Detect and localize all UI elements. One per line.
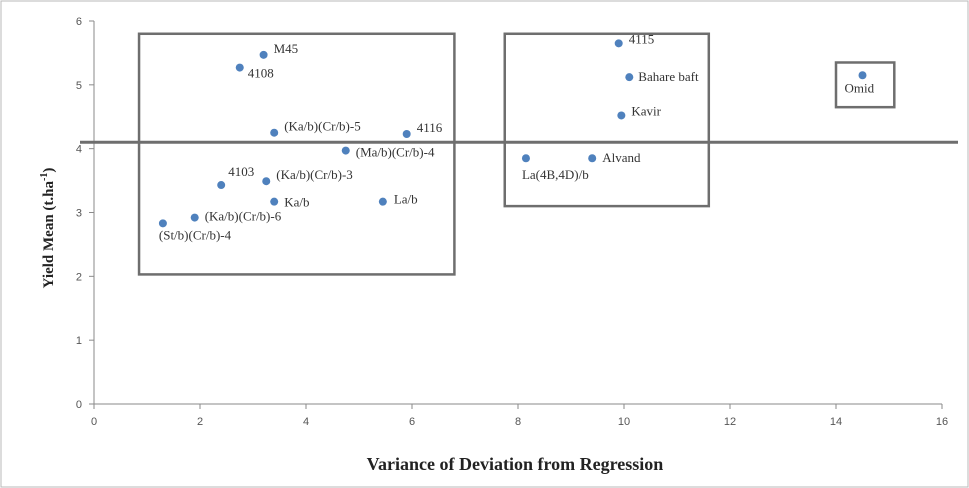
point-label: (St/b)(Cr/b)-4 (159, 227, 232, 242)
x-tick-label: 16 (936, 416, 948, 428)
group-box (834, 61, 896, 109)
data-point (521, 154, 530, 163)
data-point (588, 154, 597, 163)
x-tick-label: 2 (197, 416, 203, 428)
data-point (259, 50, 268, 59)
data-point (341, 146, 350, 155)
data-point (402, 129, 411, 138)
data-point (625, 73, 634, 82)
x-tick-label: 0 (91, 416, 97, 428)
point-label: Omid (845, 80, 875, 95)
point-label: La/b (394, 192, 418, 207)
x-tick-label: 4 (303, 416, 309, 428)
y-axis-title: Yield Mean (t.ha-1) (39, 168, 57, 289)
data-point (270, 197, 279, 206)
y-tick-label: 0 (76, 399, 82, 411)
point-label: Ka/b (284, 195, 309, 210)
point-label: La(4B,4D)/b (522, 167, 589, 182)
point-label: 4108 (248, 66, 274, 81)
point-label: (Ka/b)(Cr/b)-3 (276, 167, 353, 182)
point-label: Kavir (631, 103, 661, 118)
group-box (503, 32, 711, 208)
data-point (614, 39, 623, 48)
x-tick-label: 8 (515, 416, 521, 428)
data-point (190, 213, 199, 222)
data-point (158, 219, 167, 228)
x-tick-label: 12 (724, 416, 736, 428)
y-tick-label: 4 (76, 144, 82, 156)
x-axis-title: Variance of Deviation from Regression (367, 454, 664, 474)
point-label: (Ka/b)(Cr/b)-5 (284, 119, 361, 134)
data-point (262, 177, 271, 186)
data-point (617, 111, 626, 120)
data-point (235, 63, 244, 72)
y-tick-label: 1 (76, 335, 82, 347)
x-tick-label: 14 (830, 416, 842, 428)
y-tick-label: 3 (76, 208, 82, 220)
point-label: (Ka/b)(Cr/b)-6 (205, 209, 282, 224)
data-point (270, 128, 279, 137)
point-label: M45 (274, 41, 299, 56)
group-box (137, 32, 456, 276)
x-tick-label: 10 (618, 416, 630, 428)
y-tick-label: 6 (76, 16, 82, 28)
point-label: 4115 (629, 31, 655, 46)
point-label: 4116 (417, 120, 443, 135)
point-label: 4103 (228, 164, 254, 179)
y-tick-label: 2 (76, 271, 82, 283)
x-tick-label: 6 (409, 416, 415, 428)
point-label: (Ma/b)(Cr/b)-4 (356, 145, 435, 160)
point-label: Bahare baft (638, 69, 699, 84)
point-label: Alvand (602, 150, 641, 165)
data-point (858, 71, 867, 80)
data-point (378, 197, 387, 206)
y-tick-label: 5 (76, 80, 82, 92)
data-point (217, 181, 226, 190)
